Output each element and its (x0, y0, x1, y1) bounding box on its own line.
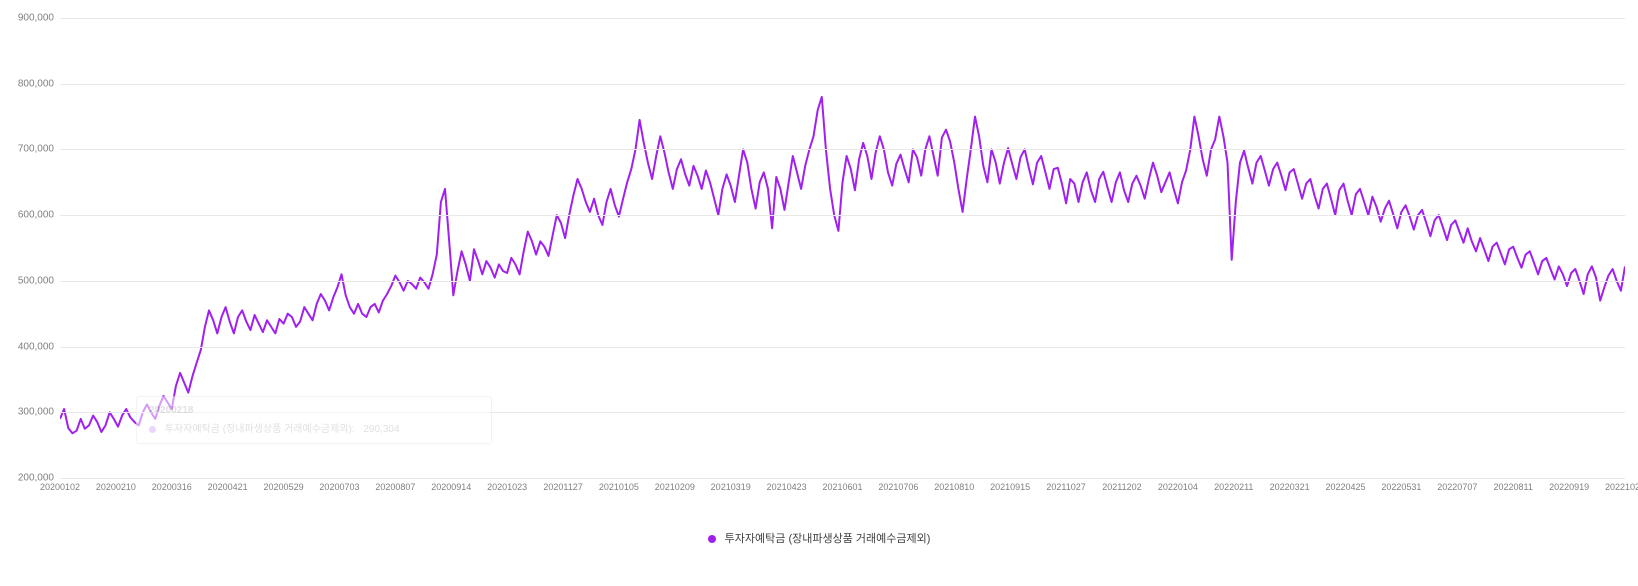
legend-marker-icon (708, 535, 716, 543)
x-tick-label: 20210209 (655, 478, 695, 492)
chart-legend[interactable]: 투자자예탁금 (장내파생상품 거래예수금제외) (0, 530, 1638, 546)
tooltip-marker-icon (149, 426, 156, 433)
series-line (60, 97, 1625, 433)
tooltip-value: 290,304 (363, 424, 399, 435)
tooltip-series-label: 투자자예탁금 (장내파생상품 거래예수금제외): (165, 424, 355, 435)
x-tick-label: 20210319 (711, 478, 751, 492)
y-tick-label: 500,000 (18, 275, 60, 286)
x-tick-label: 20210105 (599, 478, 639, 492)
x-tick-label: 20200421 (208, 478, 248, 492)
x-tick-label: 20210810 (934, 478, 974, 492)
x-tick-label: 20200316 (152, 478, 192, 492)
x-tick-label: 20220104 (1158, 478, 1198, 492)
y-tick-label: 700,000 (18, 144, 60, 155)
x-tick-label: 20200102 (40, 478, 80, 492)
grid-line (60, 347, 1625, 348)
y-tick-label: 900,000 (18, 13, 60, 24)
grid-line (60, 215, 1625, 216)
y-tick-label: 400,000 (18, 341, 60, 352)
x-tick-label: 20220919 (1549, 478, 1589, 492)
x-tick-label: 20220811 (1494, 478, 1533, 492)
chart-container: 200,000300,000400,000500,000600,000700,0… (0, 0, 1638, 586)
x-tick-label: 20220707 (1437, 478, 1477, 492)
x-tick-label: 20200914 (431, 478, 471, 492)
x-tick-label: 20210423 (767, 478, 807, 492)
legend-label: 투자자예탁금 (장내파생상품 거래예수금제외) (725, 533, 931, 545)
x-tick-label: 20220531 (1381, 478, 1421, 492)
x-tick-label: 20220425 (1326, 478, 1366, 492)
x-tick-label: 20200210 (96, 478, 136, 492)
x-tick-label: 20221026 (1605, 478, 1638, 492)
x-tick-label: 20201127 (543, 478, 582, 492)
x-tick-label: 20200529 (264, 478, 304, 492)
y-tick-label: 300,000 (18, 407, 60, 418)
x-tick-label: 20210706 (878, 478, 918, 492)
chart-tooltip: 20200218 투자자예탁금 (장내파생상품 거래예수금제외): 290,30… (136, 396, 492, 444)
x-tick-label: 20200703 (319, 478, 359, 492)
tooltip-row: 투자자예탁금 (장내파생상품 거래예수금제외): 290,304 (149, 420, 479, 435)
x-tick-label: 20210601 (822, 478, 862, 492)
x-tick-label: 20220321 (1270, 478, 1310, 492)
y-tick-label: 800,000 (18, 78, 60, 89)
tooltip-date: 20200218 (149, 405, 479, 416)
grid-line (60, 18, 1625, 19)
x-tick-label: 20211202 (1102, 478, 1141, 492)
x-tick-label: 20201023 (487, 478, 527, 492)
grid-line (60, 149, 1625, 150)
x-tick-label: 20211027 (1046, 478, 1085, 492)
y-tick-label: 600,000 (18, 210, 60, 221)
x-tick-label: 20220211 (1214, 478, 1253, 492)
x-tick-label: 20200807 (375, 478, 415, 492)
x-tick-label: 20210915 (990, 478, 1030, 492)
grid-line (60, 281, 1625, 282)
grid-line (60, 84, 1625, 85)
